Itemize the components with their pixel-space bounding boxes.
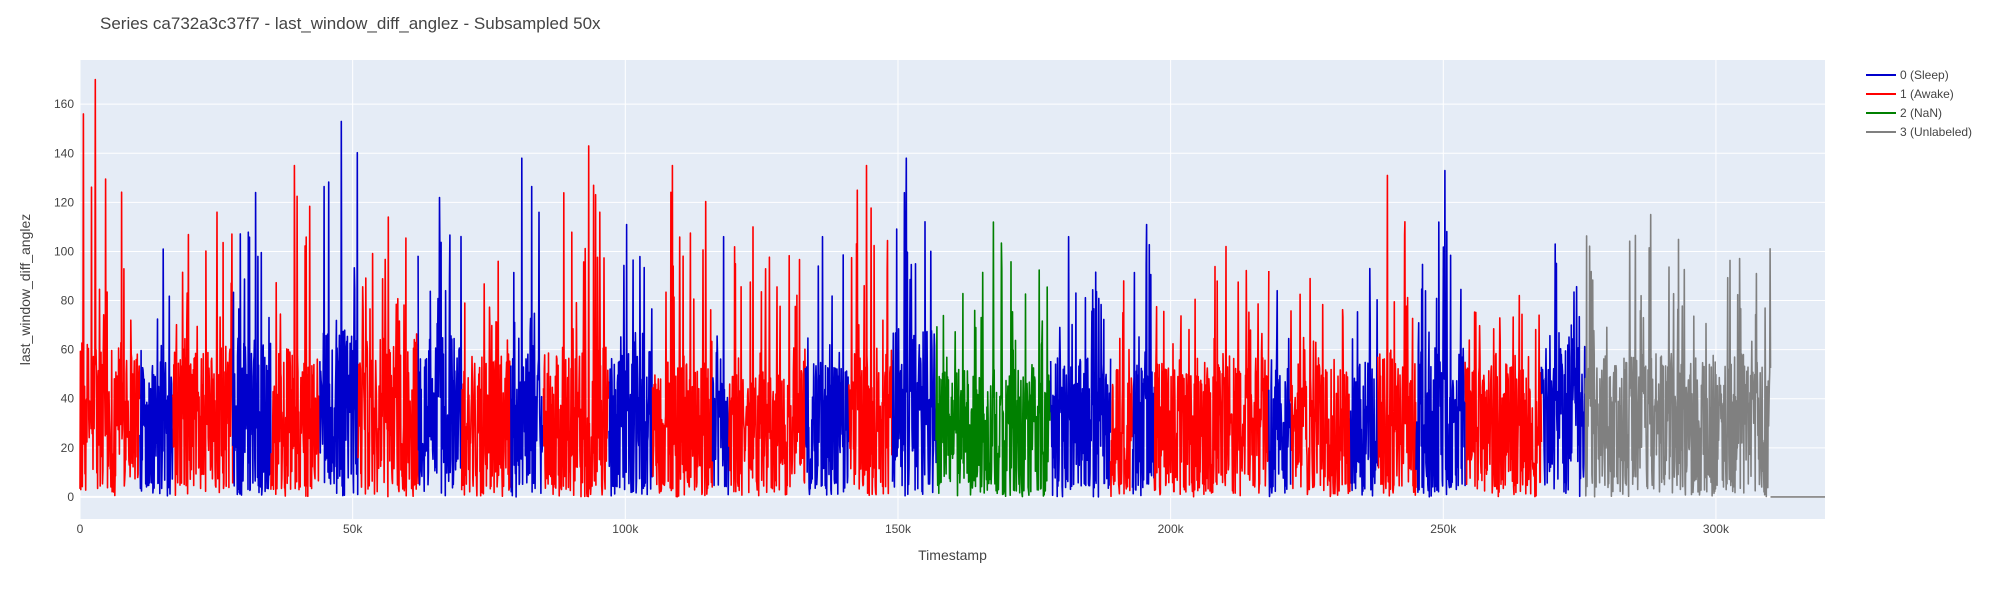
x-axis-ticks: 0 50k 100k 150k 200k 250k 300k <box>77 522 1730 536</box>
x-axis-title: Timestamp <box>918 547 987 563</box>
legend-label: 1 (Awake) <box>1900 87 1954 101</box>
series-line-segment <box>460 260 512 497</box>
legend-item[interactable]: 0 (Sleep) <box>1866 68 1949 82</box>
x-tick-label: 100k <box>612 522 639 536</box>
series-line-segment <box>1349 267 1379 497</box>
y-tick-label: 140 <box>54 146 74 160</box>
series-line-segment <box>1377 174 1417 497</box>
y-axis-ticks: 0 20 40 60 80 100 120 140 160 <box>54 97 74 504</box>
legend-label: 3 (Unlabeled) <box>1900 125 1972 139</box>
x-tick-label: 250k <box>1430 522 1457 536</box>
y-tick-label: 120 <box>54 195 74 209</box>
series-line-segment <box>1584 213 1772 498</box>
series-line-segment <box>231 191 272 496</box>
series-line-segment <box>1540 243 1586 498</box>
legend-item[interactable]: 3 (Unlabeled) <box>1866 125 1972 139</box>
series-line-segment <box>357 216 419 498</box>
y-axis-title: last_window_diff_anglez <box>17 214 33 366</box>
series-line-segment <box>510 157 545 498</box>
x-tick-label: 150k <box>885 522 912 536</box>
x-tick-label: 300k <box>1703 522 1730 536</box>
series-line-segment <box>171 211 234 496</box>
series-line-segment <box>1464 294 1543 498</box>
series-layer <box>79 78 1825 498</box>
series-line-segment <box>891 157 937 497</box>
series-line-segment <box>608 223 654 497</box>
y-tick-label: 60 <box>61 343 75 357</box>
series-line-segment <box>1415 169 1466 498</box>
series-line-segment <box>728 226 807 497</box>
legend-label: 0 (Sleep) <box>1900 68 1949 82</box>
series-line-segment <box>270 164 321 498</box>
x-tick-label: 200k <box>1158 522 1185 536</box>
x-tick-label: 0 <box>77 522 84 536</box>
series-line-segment <box>935 221 1052 498</box>
series-line-segment <box>804 235 850 496</box>
x-tick-label: 50k <box>343 522 363 536</box>
series-line-segment <box>848 164 894 497</box>
series-line-segment <box>651 164 714 498</box>
y-tick-label: 100 <box>54 244 74 258</box>
series-line-segment <box>417 196 463 497</box>
chart-title: Series ca732a3c37f7 - last_window_diff_a… <box>100 14 601 33</box>
series-line-segment <box>1268 289 1292 498</box>
y-tick-label: 80 <box>61 294 75 308</box>
legend-label: 2 (NaN) <box>1900 106 1942 120</box>
legend-item[interactable]: 2 (NaN) <box>1866 106 1942 120</box>
series-line-segment <box>711 235 730 496</box>
series-line-segment <box>319 120 359 497</box>
legend[interactable]: 0 (Sleep) 1 (Awake) 2 (NaN) 3 (Unlabeled) <box>1866 68 1972 139</box>
series-line-segment <box>139 248 174 497</box>
series-line-segment <box>542 145 610 498</box>
series-line-segment <box>1153 245 1270 498</box>
series-line-segment <box>1109 280 1134 498</box>
series-line-segment <box>1131 223 1156 497</box>
y-tick-label: 40 <box>61 392 75 406</box>
series-line-segment <box>79 78 141 497</box>
y-tick-label: 0 <box>67 490 74 504</box>
series-line-segment <box>1049 235 1112 498</box>
y-tick-label: 20 <box>61 441 75 455</box>
y-tick-label: 160 <box>54 97 74 111</box>
legend-item[interactable]: 1 (Awake) <box>1866 87 1954 101</box>
series-line-segment <box>1289 277 1352 498</box>
